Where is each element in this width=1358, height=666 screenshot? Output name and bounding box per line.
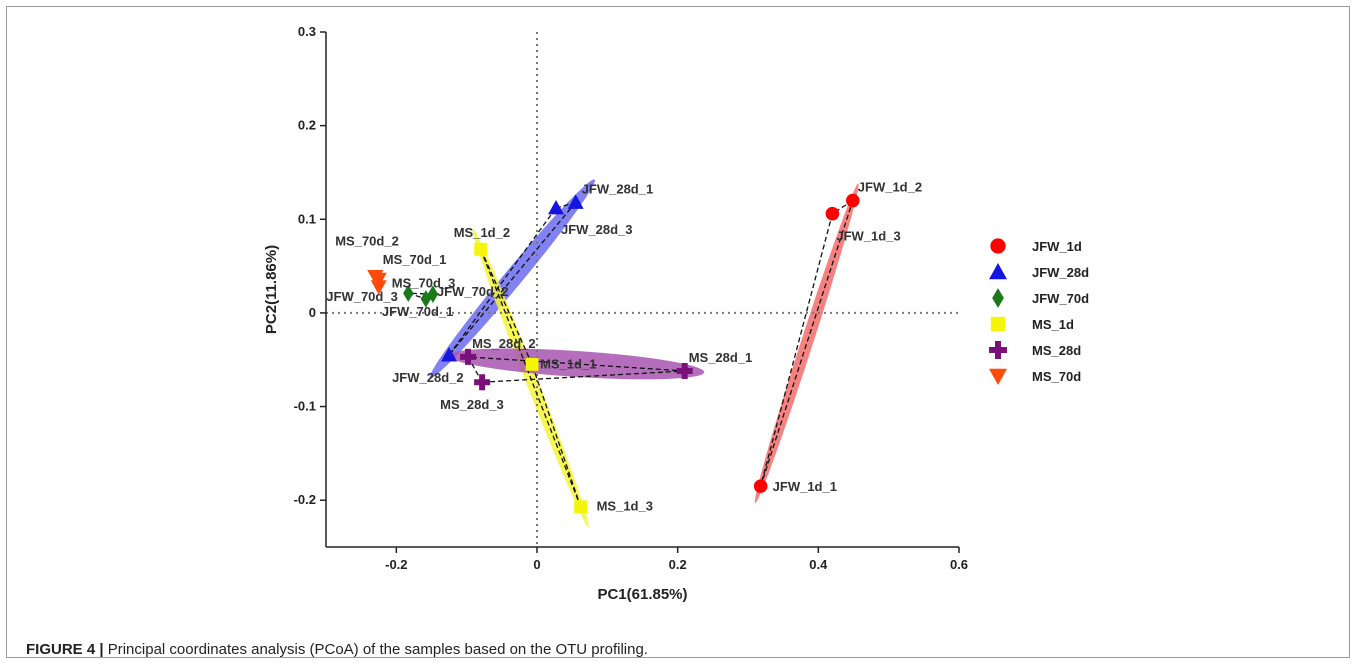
point-label-MS_1d_1: MS_1d_1 bbox=[540, 356, 596, 371]
point-label-JFW_1d_2: JFW_1d_2 bbox=[858, 180, 922, 195]
marker-MS_70d_3 bbox=[370, 280, 387, 295]
y-axis-label: PC2(11.86%) bbox=[263, 245, 280, 334]
marker-MS_1d_3 bbox=[574, 500, 588, 514]
marker-MS_28d_1 bbox=[676, 362, 693, 379]
marker-MS_28d_2 bbox=[460, 348, 477, 365]
marker-MS_1d_2 bbox=[474, 242, 488, 256]
legend-marker-JFW_70d bbox=[992, 288, 1004, 308]
point-label-MS_70d_3: MS_70d_3 bbox=[392, 276, 456, 291]
point-label-JFW_1d_1: JFW_1d_1 bbox=[773, 479, 837, 494]
marker-JFW_28d_2 bbox=[441, 347, 458, 362]
marker-JFW_28d_1 bbox=[567, 194, 584, 209]
sample-markers bbox=[367, 193, 860, 514]
figure-caption-text: Principal coordinates analysis (PCoA) of… bbox=[103, 641, 648, 658]
reference-lines bbox=[326, 32, 959, 547]
link-JFW_1d bbox=[760, 213, 834, 487]
marker-JFW_1d_3 bbox=[825, 206, 840, 221]
point-label-MS_70d_2: MS_70d_2 bbox=[335, 233, 399, 248]
legend-label-JFW_28d: JFW_28d bbox=[1032, 265, 1089, 280]
figure-caption: FIGURE 4 | Principal coordinates analysi… bbox=[26, 641, 648, 658]
legend-label-JFW_1d: JFW_1d bbox=[1032, 239, 1082, 254]
point-label-MS_28d_1: MS_28d_1 bbox=[689, 350, 753, 365]
x-tick-label: 0 bbox=[533, 557, 540, 572]
point-label-JFW_1d_3: JFW_1d_3 bbox=[836, 229, 900, 244]
x-tick-label: 0.2 bbox=[669, 557, 687, 572]
x-tick-label: -0.2 bbox=[385, 557, 407, 572]
point-label-MS_28d_3: MS_28d_3 bbox=[440, 397, 504, 412]
y-tick-label: -0.1 bbox=[294, 399, 316, 414]
x-tick-label: 0.4 bbox=[809, 557, 828, 572]
point-label-JFW_28d_1: JFW_28d_1 bbox=[582, 181, 654, 196]
marker-JFW_70d_3 bbox=[403, 284, 414, 303]
y-tick-label: -0.2 bbox=[294, 492, 316, 507]
point-label-JFW_70d_2: JFW_70d_2 bbox=[437, 284, 509, 299]
x-axis-label: PC1(61.85%) bbox=[597, 586, 687, 603]
link-MS_28d bbox=[468, 356, 685, 372]
legend-label-JFW_70d: JFW_70d bbox=[1032, 291, 1089, 306]
figure-frame bbox=[6, 6, 1350, 658]
marker-MS_1d_1 bbox=[525, 358, 539, 371]
link-JFW_1d bbox=[760, 200, 854, 487]
marker-JFW_28d_3 bbox=[547, 200, 564, 215]
y-tick-label: 0.1 bbox=[298, 211, 316, 226]
point-label-MS_28d_2: MS_28d_2 bbox=[472, 336, 536, 351]
point-label-MS_1d_3: MS_1d_3 bbox=[597, 499, 653, 514]
marker-JFW_1d_2 bbox=[845, 193, 860, 208]
legend-marker-MS_70d bbox=[989, 368, 1007, 385]
link-MS_28d bbox=[482, 370, 685, 383]
marker-MS_70d_2 bbox=[367, 269, 384, 285]
legend-label-MS_70d: MS_70d bbox=[1032, 369, 1081, 384]
marker-JFW_70d_2 bbox=[427, 285, 439, 303]
marker-JFW_1d_1 bbox=[753, 479, 768, 493]
axes: -0.2 0 0.2 0.4 0.6 -0.2 -0.1 0 0.1 0.2 0.3 bbox=[294, 24, 968, 572]
point-label-JFW_70d_3: JFW_70d_3 bbox=[326, 289, 398, 304]
link-MS_1d bbox=[480, 248, 533, 365]
marker-JFW_70d_1 bbox=[420, 290, 432, 308]
point-label-JFW_70d_1: JFW_70d_1 bbox=[382, 304, 454, 319]
legend-marker-MS_28d bbox=[989, 341, 1007, 359]
legend-label-MS_28d: MS_28d bbox=[1032, 343, 1081, 358]
figure-caption-label: FIGURE 4 | bbox=[26, 641, 104, 658]
y-tick-label: 0.3 bbox=[298, 24, 316, 39]
legend: JFW_1d JFW_28d JFW_70d MS_1d MS_28d MS_70d bbox=[989, 238, 1089, 385]
legend-marker-JFW_1d bbox=[990, 238, 1006, 254]
y-tick-label: 0 bbox=[309, 305, 316, 320]
link-MS_1d bbox=[531, 364, 582, 507]
point-label-MS_70d_1: MS_70d_1 bbox=[383, 252, 447, 267]
x-tick-label: 0.6 bbox=[950, 557, 968, 572]
sample-labels: JFW_1d_1 JFW_1d_2 JFW_1d_3 JFW_28d_1 JFW_28d… bbox=[326, 180, 922, 514]
point-label-JFW_28d_3: JFW_28d_3 bbox=[561, 222, 633, 237]
legend-marker-JFW_28d bbox=[989, 263, 1007, 280]
legend-label-MS_1d: MS_1d bbox=[1032, 317, 1074, 332]
link-JFW_28d bbox=[448, 202, 577, 356]
y-tick-label: 0.2 bbox=[298, 118, 316, 133]
marker-MS_28d_3 bbox=[474, 374, 491, 391]
legend-marker-MS_1d bbox=[990, 316, 1006, 332]
link-MS_1d bbox=[480, 249, 582, 507]
point-label-MS_1d_2: MS_1d_2 bbox=[454, 225, 510, 240]
point-label-JFW_28d_2: JFW_28d_2 bbox=[392, 370, 464, 385]
link-JFW_28d bbox=[448, 207, 557, 356]
